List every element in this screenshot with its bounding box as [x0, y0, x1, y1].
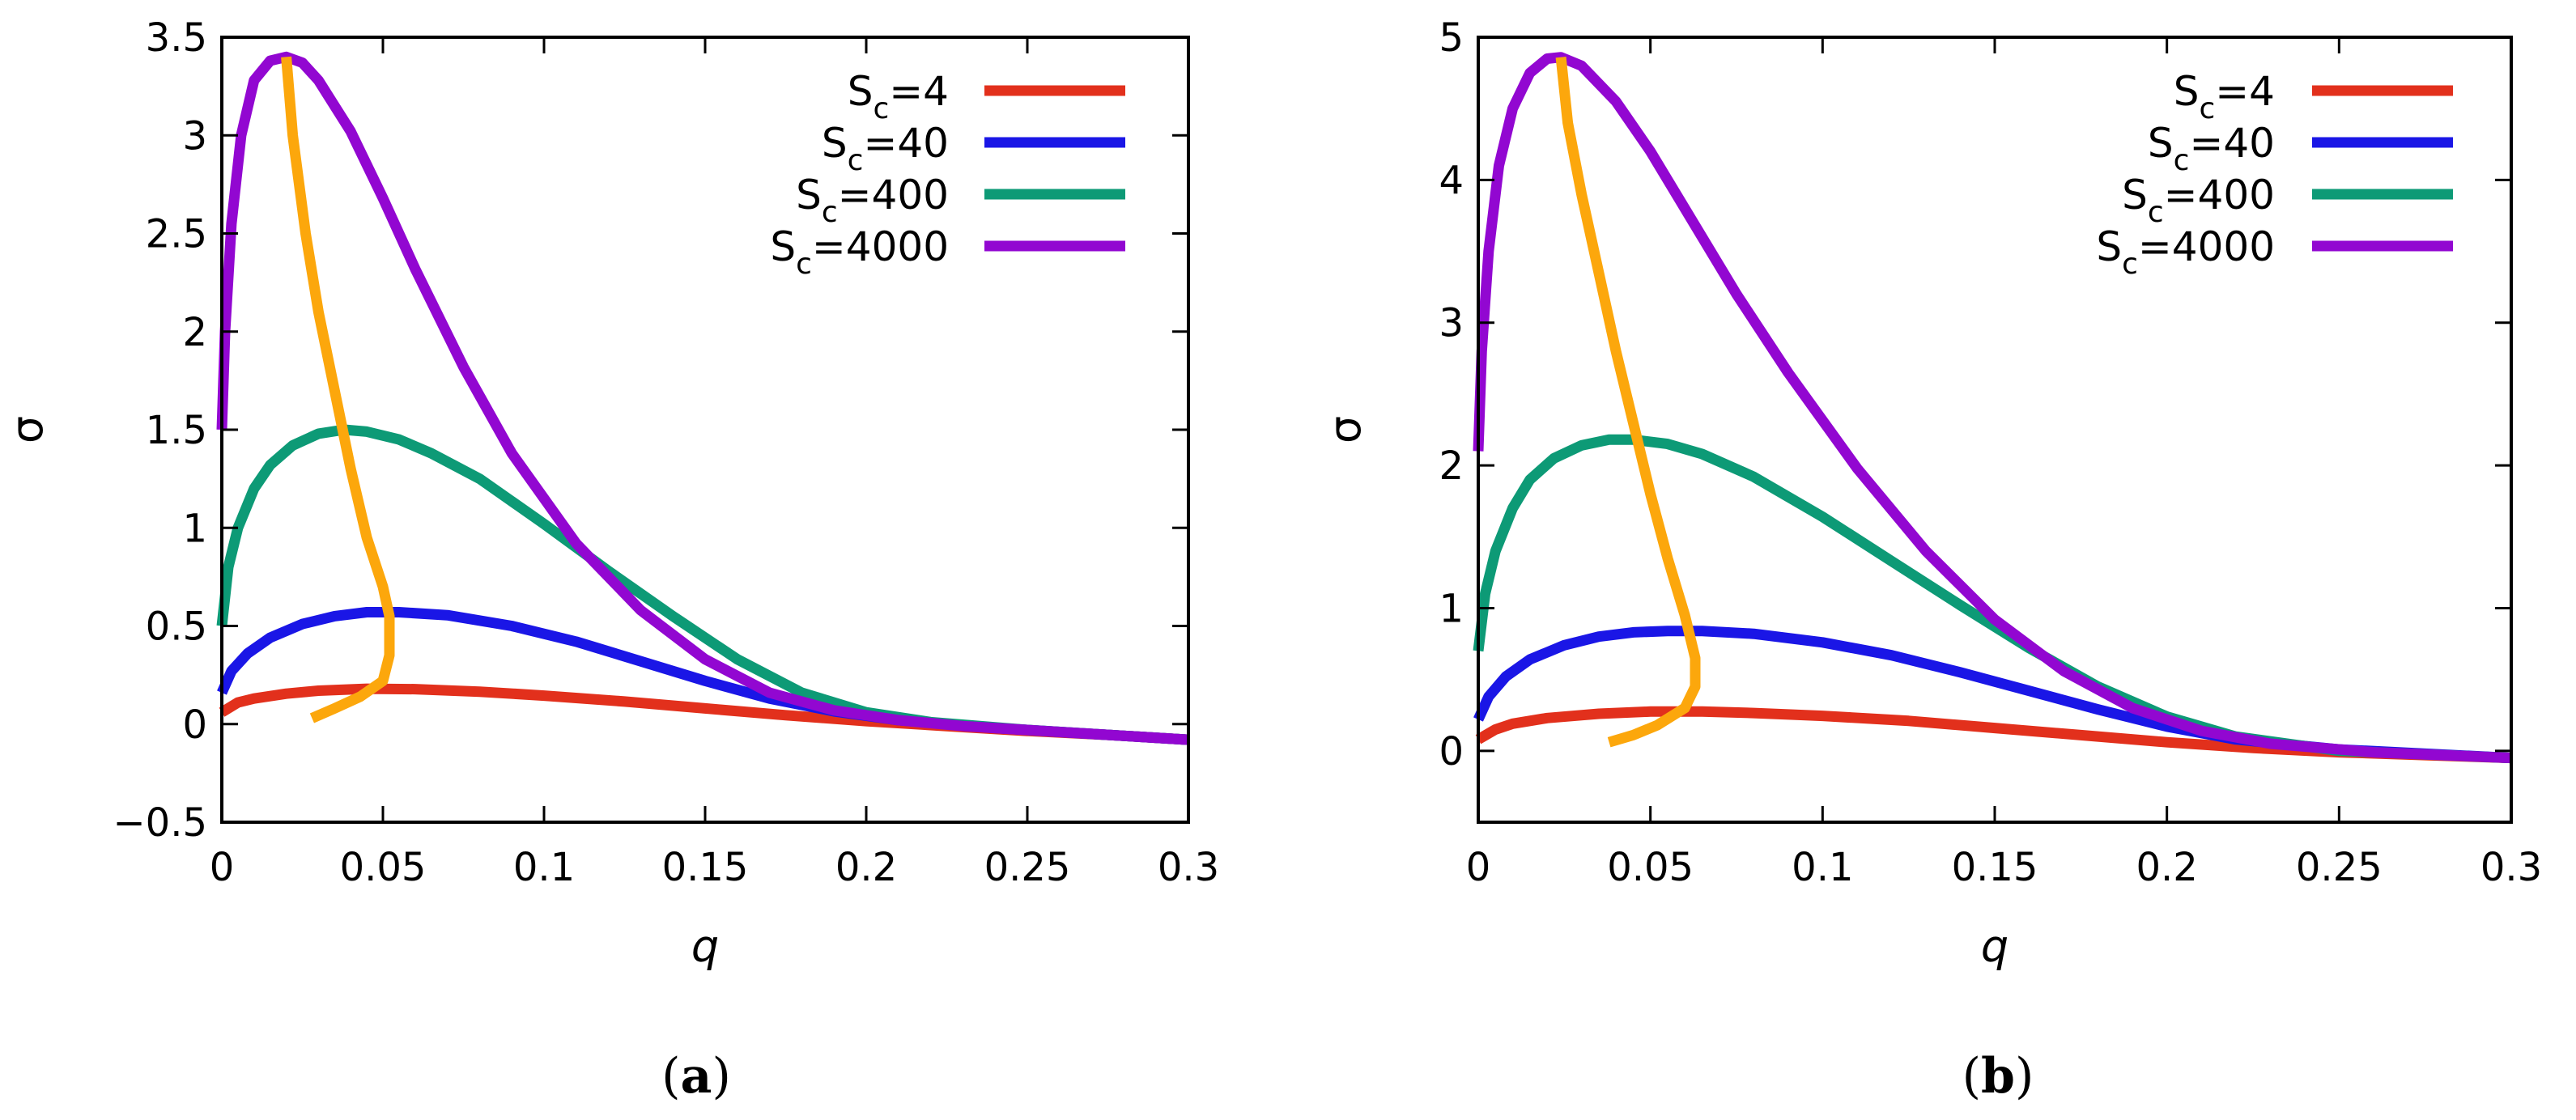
series-line-maximum-locus [281, 56, 395, 723]
x-tick-label: 0.1 [1792, 845, 1853, 890]
series-line-maximum-locus [1555, 57, 1701, 748]
y-tick-label: 1.5 [146, 408, 207, 453]
y-tick-label: 0 [182, 702, 207, 748]
series-group [1473, 52, 2512, 764]
legend-label: Sc=4 [2174, 68, 2275, 125]
y-tick-label: 0 [1439, 729, 1464, 774]
y-tick-label: 4 [1439, 158, 1464, 203]
x-tick-label: 0 [1466, 845, 1491, 890]
y-tick-label: 1 [182, 506, 207, 551]
x-tick-label: 0.25 [984, 845, 1071, 890]
y-tick-label: 1 [1439, 586, 1464, 631]
series-line-sc40 [217, 607, 1189, 745]
y-tick-label: 2.5 [146, 212, 207, 257]
x-axis-title: q [1981, 921, 2009, 972]
x-tick-label: 0.15 [662, 845, 749, 890]
legend-label: Sc=4000 [770, 223, 949, 281]
series-line-sc4000 [1473, 52, 2512, 764]
legend-label: Sc=4000 [2096, 223, 2275, 281]
x-tick-label: 0.2 [2136, 845, 2197, 890]
y-tick-label: 0.5 [146, 605, 207, 650]
x-tick-label: 0.25 [2296, 845, 2383, 890]
x-tick-label: 0.1 [513, 845, 575, 890]
x-tick-label: 0.15 [1952, 845, 2038, 890]
panel-label: (b) [1962, 1048, 2034, 1105]
legend-label: Sc=400 [796, 172, 949, 229]
x-tick-label: 0 [210, 845, 235, 890]
y-tick-label: 3 [182, 113, 207, 159]
x-tick-label: 0.2 [835, 845, 897, 890]
panel-a: 0 0.05 0.1 0.15 0.2 0.25 0.3−0.500.511.522.533… [2, 15, 1219, 1105]
series-line-sc400 [216, 424, 1189, 745]
x-tick-label: 0.3 [2480, 845, 2542, 890]
x-tick-label: 0.3 [1158, 845, 1219, 890]
panel-label: (a) [661, 1048, 731, 1105]
series-group [216, 51, 1189, 745]
panel-b: 0 0.05 0.1 0.15 0.2 0.25 0.3012345qσSc=4Sc=40S… [1320, 15, 2542, 1105]
y-tick-label: 5 [1439, 15, 1464, 61]
legend-label: Sc=400 [2122, 172, 2275, 229]
y-tick-label: 2 [1439, 443, 1464, 489]
y-axis-title: σ [1320, 416, 1371, 443]
legend-label: Sc=40 [822, 120, 949, 177]
series-line-sc4000 [216, 51, 1189, 745]
y-tick-label: 2 [182, 310, 207, 355]
x-tick-label: 0.05 [1607, 845, 1694, 890]
y-axis-title: σ [2, 416, 53, 443]
x-tick-label: 0.05 [340, 845, 427, 890]
legend-label: Sc=40 [2148, 120, 2275, 177]
y-tick-label: 3.5 [146, 15, 207, 61]
legend-label: Sc=4 [848, 68, 949, 125]
x-axis-title: q [691, 921, 719, 972]
y-tick-label: −0.5 [113, 800, 207, 846]
y-tick-label: 3 [1439, 301, 1464, 346]
series-line-sc40 [1473, 626, 2512, 764]
